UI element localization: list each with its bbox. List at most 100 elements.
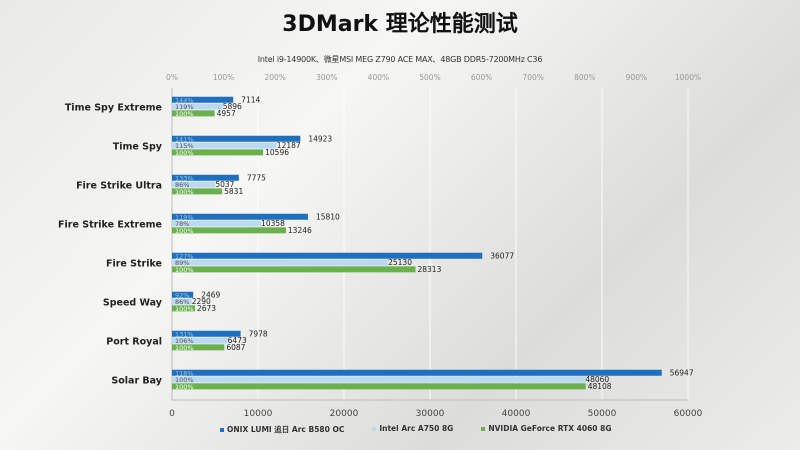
value-label: 15810 — [316, 212, 340, 221]
value-label: 7775 — [247, 173, 266, 182]
top-tick-label: 900% — [626, 73, 647, 82]
category-label: Fire Strike Ultra — [76, 181, 162, 192]
percent-label: 119% — [175, 213, 194, 221]
percent-label: 133% — [175, 174, 194, 182]
bar — [172, 330, 241, 337]
legend: ONIX LUMI 追日 Arc B580 OC Intel Arc A750 8… — [220, 424, 612, 435]
value-label: 6087 — [226, 343, 245, 352]
percent-label: 100% — [175, 383, 194, 391]
top-tick-label: 200% — [264, 73, 285, 82]
x-tick-label: 60000 — [674, 409, 703, 419]
chart-title: 3DMark 理论性能测试 — [282, 12, 518, 37]
value-label: 36077 — [490, 251, 514, 260]
value-label: 10358 — [261, 219, 285, 228]
percent-label: 106% — [175, 337, 194, 345]
value-label: 5037 — [215, 180, 234, 189]
value-label: 7114 — [241, 95, 260, 104]
percent-label: 89% — [175, 259, 189, 267]
legend-swatch — [481, 427, 486, 431]
category-label: Port Royal — [106, 337, 162, 348]
top-tick-label: 100% — [213, 73, 234, 82]
chart-subtitle: Intel i9-14900K、微星MSI MEG Z790 ACE MAX、4… — [257, 55, 543, 64]
bar — [172, 181, 216, 188]
value-label: 14923 — [308, 134, 332, 143]
percent-label: 86% — [175, 181, 189, 189]
value-label: 48108 — [588, 382, 612, 391]
percent-label: 100% — [175, 110, 194, 118]
value-label: 2469 — [201, 290, 220, 299]
percent-label: 118% — [175, 369, 194, 377]
value-label: 48060 — [585, 375, 609, 384]
bar — [172, 259, 389, 266]
x-tick-label: 50000 — [588, 409, 617, 419]
legend-label: NVIDIA GeForce RTX 4060 8G — [488, 424, 612, 433]
percent-label: 100% — [175, 344, 194, 352]
bar — [172, 213, 308, 220]
percent-label: 115% — [175, 142, 194, 150]
bar — [172, 149, 264, 156]
percent-label: 86% — [175, 298, 189, 306]
category-label: Solar Bay — [111, 376, 162, 387]
legend-item: Intel Arc A750 8G — [372, 424, 453, 435]
top-tick-label: 600% — [471, 73, 492, 82]
bar — [172, 110, 215, 117]
percent-label: 127% — [175, 252, 194, 260]
bar — [172, 298, 192, 305]
top-tick-label: 1000% — [675, 73, 701, 82]
top-tick-label: 700% — [522, 73, 543, 82]
value-label: 5896 — [223, 102, 242, 111]
top-tick-label: 400% — [368, 73, 389, 82]
x-tick-label: 10000 — [244, 409, 273, 419]
value-label: 25130 — [388, 258, 412, 267]
bar — [172, 305, 195, 312]
bar — [172, 103, 223, 110]
percent-label: 100% — [175, 149, 194, 157]
category-label: Fire Strike Extreme — [58, 220, 162, 231]
bar — [172, 135, 301, 142]
bar — [172, 227, 286, 234]
legend-item: ONIX LUMI 追日 Arc B580 OC — [220, 424, 344, 435]
value-label: 13246 — [288, 226, 312, 235]
bar — [172, 369, 662, 376]
value-label: 28313 — [417, 265, 441, 274]
category-label: Speed Way — [103, 298, 163, 309]
bar — [172, 291, 194, 298]
x-tick-label: 20000 — [330, 409, 359, 419]
top-tick-label: 0% — [166, 73, 178, 82]
value-label: 2673 — [197, 304, 216, 313]
bar — [172, 188, 223, 195]
legend-swatch — [372, 427, 377, 431]
bar — [172, 252, 483, 259]
value-label: 10596 — [265, 148, 289, 157]
bar — [172, 376, 586, 383]
percent-label: 100% — [175, 188, 194, 196]
percent-label: 92% — [175, 291, 189, 299]
value-label: 4957 — [217, 109, 236, 118]
top-tick-label: 800% — [574, 73, 595, 82]
percent-label: 144% — [175, 96, 194, 104]
value-label: 7978 — [249, 329, 268, 338]
percent-label: 78% — [175, 220, 189, 228]
value-label: 6473 — [228, 336, 247, 345]
bar — [172, 337, 228, 344]
legend-swatch — [220, 428, 224, 432]
percent-label: 141% — [175, 135, 194, 143]
legend-label: ONIX LUMI 追日 Arc B580 OC — [227, 425, 345, 434]
percent-label: 100% — [175, 266, 194, 274]
bar — [172, 383, 586, 390]
legend-label: Intel Arc A750 8G — [379, 424, 454, 433]
percent-label: 131% — [175, 330, 194, 338]
value-label: 56947 — [670, 368, 694, 377]
value-label: 5831 — [224, 187, 243, 196]
percent-label: 100% — [175, 305, 194, 313]
percent-label: 100% — [175, 227, 194, 235]
bar — [172, 174, 239, 181]
top-tick-label: 300% — [316, 73, 337, 82]
bar — [172, 96, 234, 103]
x-tick-label: 30000 — [416, 409, 445, 419]
x-tick-label: 0 — [169, 409, 175, 419]
category-label: Fire Strike — [106, 259, 162, 270]
value-label: 12187 — [277, 141, 301, 150]
legend-item: NVIDIA GeForce RTX 4060 8G — [481, 424, 612, 435]
